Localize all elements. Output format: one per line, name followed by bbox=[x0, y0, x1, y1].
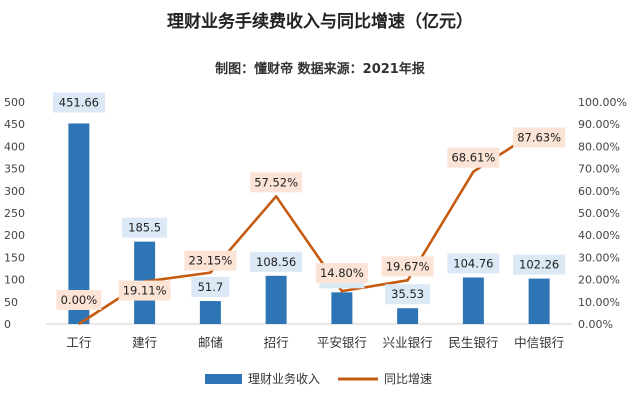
legend-bar-swatch bbox=[205, 374, 242, 384]
left-y-axis: 0 50 100 150 200 250 300 350 400 450 500 bbox=[4, 96, 25, 331]
line-label-bg bbox=[381, 256, 434, 277]
line-data-labels: 0.00% 19.11% 23.15% 57.52% 14.80% 19.67% 68.61… bbox=[56, 127, 566, 310]
x-axis-categories: 工行 建行 邮储 招行 平安银行 兴业银行 民生银行 中信银行 bbox=[66, 335, 564, 350]
left-y-tick-label: 500 bbox=[4, 96, 25, 109]
line-label-bg bbox=[118, 280, 171, 301]
line-label-bg bbox=[315, 263, 368, 284]
bar-label-bg bbox=[250, 251, 303, 272]
bar-data-label: 104.76 bbox=[453, 256, 493, 270]
left-y-tick-label: 150 bbox=[4, 251, 25, 264]
bar bbox=[199, 301, 221, 324]
category-label: 建行 bbox=[132, 335, 157, 350]
category-label: 中信银行 bbox=[514, 335, 564, 350]
left-y-tick-label: 0 bbox=[4, 318, 11, 331]
line-label-bg bbox=[447, 147, 500, 168]
bar-data-label: 51.7 bbox=[198, 280, 224, 294]
legend-line-label: 同比增速 bbox=[384, 372, 432, 386]
line-data-label: 68.61% bbox=[451, 151, 495, 165]
growth-line bbox=[78, 128, 540, 326]
left-y-tick-label: 450 bbox=[4, 118, 25, 131]
line-label-bg bbox=[250, 172, 303, 193]
bar-label-bg bbox=[122, 217, 168, 238]
left-y-tick-label: 350 bbox=[4, 163, 25, 176]
bar bbox=[462, 277, 484, 324]
legend-bar-label: 理财业务收入 bbox=[248, 371, 320, 386]
line-data-label: 19.11% bbox=[123, 284, 167, 298]
left-y-tick-label: 50 bbox=[4, 296, 18, 309]
left-y-tick-label: 250 bbox=[4, 207, 25, 220]
line-data-label: 19.67% bbox=[386, 259, 430, 273]
bar bbox=[397, 308, 419, 324]
left-y-tick-label: 100 bbox=[4, 274, 25, 287]
line-label-bg bbox=[184, 250, 237, 271]
bar bbox=[331, 292, 353, 324]
category-label: 兴业银行 bbox=[383, 335, 433, 350]
category-label: 招行 bbox=[264, 335, 289, 350]
chart-subtitle: 制图：懂财帝 数据来源：2021年报 bbox=[215, 61, 426, 77]
bar-label-bg bbox=[447, 253, 500, 274]
bar-label-bg bbox=[52, 92, 105, 113]
bar-data-label: 102.26 bbox=[519, 258, 559, 272]
bar-series bbox=[68, 123, 550, 325]
right-y-axis: 0.00% 10.00% 20.00% 30.00% 40.00% 50.00% 60.00… bbox=[578, 96, 627, 331]
legend: 理财业务收入 同比增速 bbox=[205, 371, 432, 386]
left-y-tick-label: 400 bbox=[4, 140, 25, 153]
category-label: 民生银行 bbox=[448, 335, 498, 350]
right-y-tick-label: 80.00% bbox=[578, 140, 620, 153]
bar-label-bg bbox=[191, 277, 230, 298]
bar bbox=[265, 275, 287, 324]
bar bbox=[68, 123, 90, 325]
bar-label-bg bbox=[385, 284, 431, 305]
category-label: 工行 bbox=[66, 335, 91, 350]
right-y-tick-label: 40.00% bbox=[578, 229, 620, 242]
chart-title: 理财业务手续费收入与同比增速（亿元） bbox=[167, 11, 473, 32]
bar-label-bg bbox=[513, 254, 566, 275]
line-label-bg bbox=[56, 290, 102, 310]
line-data-label: 57.52% bbox=[254, 175, 298, 189]
right-y-tick-label: 20.00% bbox=[578, 274, 620, 287]
right-y-tick-label: 100.00% bbox=[578, 96, 627, 109]
line-data-label: 87.63% bbox=[517, 130, 561, 144]
right-y-tick-label: 0.00% bbox=[578, 318, 613, 331]
category-label: 邮储 bbox=[198, 335, 223, 350]
line-data-label: 23.15% bbox=[188, 254, 232, 268]
bar-data-label: 35.53 bbox=[391, 287, 424, 301]
line-data-label: 14.80% bbox=[320, 266, 364, 280]
right-y-tick-label: 50.00% bbox=[578, 207, 620, 220]
right-y-tick-label: 60.00% bbox=[578, 185, 620, 198]
bar-data-label: 185.5 bbox=[128, 221, 161, 235]
bar-data-label: 108.56 bbox=[256, 255, 296, 269]
right-y-tick-label: 90.00% bbox=[578, 118, 620, 131]
bar bbox=[528, 278, 550, 324]
category-label: 平安银行 bbox=[317, 335, 367, 350]
right-y-tick-label: 10.00% bbox=[578, 296, 620, 309]
line-series bbox=[78, 128, 540, 326]
bar-data-label: 451.66 bbox=[59, 95, 99, 109]
left-y-tick-label: 300 bbox=[4, 185, 25, 198]
bar-data-labels: 451.66185.551.7108.5671.3135.53104.76102… bbox=[52, 92, 566, 305]
line-label-bg bbox=[513, 127, 566, 148]
line-data-label: 0.00% bbox=[61, 293, 98, 307]
right-y-tick-label: 70.00% bbox=[578, 163, 620, 176]
left-y-tick-label: 200 bbox=[4, 229, 25, 242]
right-y-tick-label: 30.00% bbox=[578, 251, 620, 264]
